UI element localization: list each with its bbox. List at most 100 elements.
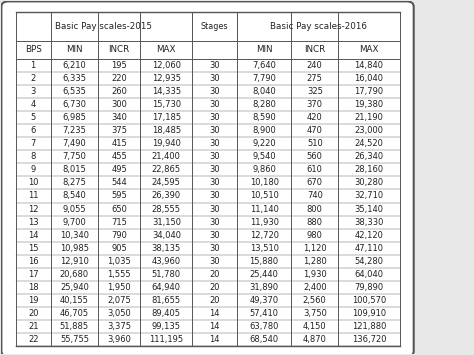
Text: 18: 18 xyxy=(28,283,38,292)
Text: 21,400: 21,400 xyxy=(152,152,181,162)
Text: 3: 3 xyxy=(30,87,36,96)
Text: 10,510: 10,510 xyxy=(250,191,279,201)
Text: 12: 12 xyxy=(28,204,38,213)
Text: 4: 4 xyxy=(30,100,36,109)
Text: Stages: Stages xyxy=(201,22,228,31)
Text: 2,400: 2,400 xyxy=(303,283,327,292)
Text: 8,040: 8,040 xyxy=(252,87,276,96)
Text: 905: 905 xyxy=(111,244,127,253)
Text: 9,700: 9,700 xyxy=(63,218,86,226)
Text: 35,140: 35,140 xyxy=(355,204,383,213)
Text: 7,490: 7,490 xyxy=(63,140,86,148)
Text: 7,235: 7,235 xyxy=(63,126,86,135)
Text: MAX: MAX xyxy=(156,45,176,55)
Text: 495: 495 xyxy=(111,165,127,174)
Text: 470: 470 xyxy=(307,126,323,135)
Text: 220: 220 xyxy=(111,74,127,83)
Text: 14,335: 14,335 xyxy=(152,87,181,96)
Text: 9: 9 xyxy=(30,165,36,174)
Text: 11,930: 11,930 xyxy=(250,218,279,226)
Text: 26,340: 26,340 xyxy=(355,152,383,162)
Text: 1,035: 1,035 xyxy=(107,257,131,266)
Text: 100,570: 100,570 xyxy=(352,296,386,305)
Text: 10: 10 xyxy=(28,179,38,187)
Text: 670: 670 xyxy=(307,179,323,187)
Text: 4,150: 4,150 xyxy=(303,322,327,331)
Text: 16: 16 xyxy=(28,257,38,266)
Text: 14: 14 xyxy=(210,309,220,318)
Text: 13: 13 xyxy=(28,218,38,226)
Text: 32,710: 32,710 xyxy=(355,191,383,201)
Text: 17,185: 17,185 xyxy=(152,113,181,122)
Text: MAX: MAX xyxy=(359,45,379,55)
Text: 6,335: 6,335 xyxy=(63,74,86,83)
Text: 30: 30 xyxy=(210,87,220,96)
Text: MIN: MIN xyxy=(256,45,273,55)
Text: 47,110: 47,110 xyxy=(355,244,383,253)
Text: 81,655: 81,655 xyxy=(152,296,181,305)
Text: 30: 30 xyxy=(210,100,220,109)
Text: 275: 275 xyxy=(307,74,323,83)
Text: 17: 17 xyxy=(28,270,38,279)
Text: 6,210: 6,210 xyxy=(63,61,86,70)
Text: 3,960: 3,960 xyxy=(107,335,131,344)
Text: 30: 30 xyxy=(210,257,220,266)
Text: 20: 20 xyxy=(210,270,220,279)
Text: 13,510: 13,510 xyxy=(250,244,279,253)
Text: 1,950: 1,950 xyxy=(108,283,131,292)
Text: 30: 30 xyxy=(210,126,220,135)
Text: 4,870: 4,870 xyxy=(303,335,327,344)
Text: 20: 20 xyxy=(28,309,38,318)
Text: 30: 30 xyxy=(210,179,220,187)
Text: 595: 595 xyxy=(111,191,127,201)
Text: 136,720: 136,720 xyxy=(352,335,386,344)
Text: 40,155: 40,155 xyxy=(60,296,89,305)
Text: 9,540: 9,540 xyxy=(252,152,276,162)
Text: 7,640: 7,640 xyxy=(252,61,276,70)
Text: 300: 300 xyxy=(111,100,127,109)
Text: 1,555: 1,555 xyxy=(108,270,131,279)
Text: 8,540: 8,540 xyxy=(63,191,86,201)
Text: 7,790: 7,790 xyxy=(252,74,276,83)
Text: 800: 800 xyxy=(307,204,323,213)
Text: 19: 19 xyxy=(28,296,38,305)
Text: 111,195: 111,195 xyxy=(149,335,183,344)
Text: 51,780: 51,780 xyxy=(152,270,181,279)
Text: 9,220: 9,220 xyxy=(252,140,276,148)
Text: 715: 715 xyxy=(111,218,127,226)
Text: 980: 980 xyxy=(307,231,323,240)
Text: 63,780: 63,780 xyxy=(249,322,279,331)
Text: 9,055: 9,055 xyxy=(63,204,86,213)
Text: 10,340: 10,340 xyxy=(60,231,89,240)
Text: 17,790: 17,790 xyxy=(355,87,383,96)
Text: 11,140: 11,140 xyxy=(250,204,279,213)
Text: 30,280: 30,280 xyxy=(355,179,383,187)
Text: 31,890: 31,890 xyxy=(249,283,279,292)
Text: 5: 5 xyxy=(30,113,36,122)
Text: 30: 30 xyxy=(210,113,220,122)
Text: 24,520: 24,520 xyxy=(355,140,383,148)
Text: 14: 14 xyxy=(210,335,220,344)
Text: 12,910: 12,910 xyxy=(60,257,89,266)
Text: 19,380: 19,380 xyxy=(355,100,383,109)
Text: 89,405: 89,405 xyxy=(152,309,181,318)
Text: 46,705: 46,705 xyxy=(60,309,89,318)
Text: 6,535: 6,535 xyxy=(63,87,86,96)
Text: 420: 420 xyxy=(307,113,323,122)
Text: 55,755: 55,755 xyxy=(60,335,89,344)
Text: 15,730: 15,730 xyxy=(152,100,181,109)
Text: 650: 650 xyxy=(111,204,127,213)
Text: 21: 21 xyxy=(28,322,38,331)
Text: 49,370: 49,370 xyxy=(249,296,279,305)
Text: 6,985: 6,985 xyxy=(63,113,86,122)
Text: 8,275: 8,275 xyxy=(63,179,86,187)
Text: 20: 20 xyxy=(210,296,220,305)
Text: 1,280: 1,280 xyxy=(303,257,327,266)
Text: 12,935: 12,935 xyxy=(152,74,181,83)
Text: 28,160: 28,160 xyxy=(355,165,383,174)
Text: 3,375: 3,375 xyxy=(107,322,131,331)
Text: 8,280: 8,280 xyxy=(252,100,276,109)
Text: 30: 30 xyxy=(210,204,220,213)
Text: 16,040: 16,040 xyxy=(355,74,383,83)
Text: 20,680: 20,680 xyxy=(60,270,89,279)
